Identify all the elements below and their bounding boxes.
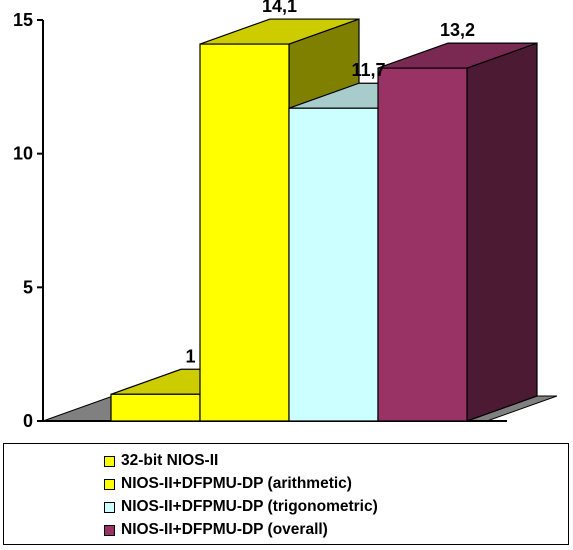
y-tick-label: 0 xyxy=(23,411,33,431)
data-label: 1 xyxy=(185,346,195,366)
legend-label: NIOS-II+DFPMU-DP (arithmetic) xyxy=(121,475,352,492)
legend-label: 32-bit NIOS-II xyxy=(121,452,219,469)
legend-item: 32-bit NIOS-II xyxy=(104,451,218,471)
y-tick-label: 5 xyxy=(23,277,33,297)
floor-left xyxy=(42,395,114,422)
data-label: 13,2 xyxy=(440,20,475,40)
chart-labels: 1 14,1 11,7 13,2 xyxy=(185,0,475,366)
legend-item: NIOS-II+DFPMU-DP (overall) xyxy=(104,520,328,540)
legend-swatch xyxy=(104,524,115,536)
bar-side-face xyxy=(466,42,538,422)
legend-label: NIOS-II+DFPMU-DP (trigonometric) xyxy=(121,498,378,515)
bar-front-face xyxy=(199,43,290,422)
bar-front-face xyxy=(288,107,379,422)
bar-front-face xyxy=(377,67,468,422)
legend-item: NIOS-II+DFPMU-DP (trigonometric) xyxy=(104,497,378,517)
legend-swatch xyxy=(104,478,115,490)
legend-swatch xyxy=(104,501,115,513)
legend-swatch xyxy=(104,455,115,467)
data-label: 14,1 xyxy=(262,0,297,16)
bar xyxy=(377,42,538,422)
bar-chart: 0 5 10 15 1 14,1 11,7 13,2 xyxy=(13,0,558,431)
chart-bars xyxy=(110,18,538,422)
legend-label: NIOS-II+DFPMU-DP (overall) xyxy=(121,521,328,538)
bar-front-face xyxy=(110,393,201,422)
y-tick-label: 10 xyxy=(13,144,33,164)
data-label: 11,7 xyxy=(351,60,385,80)
legend: 32-bit NIOS-II NIOS-II+DFPMU-DP (arithme… xyxy=(3,443,569,545)
legend-item: NIOS-II+DFPMU-DP (arithmetic) xyxy=(104,474,352,494)
y-tick-label: 15 xyxy=(13,10,33,30)
